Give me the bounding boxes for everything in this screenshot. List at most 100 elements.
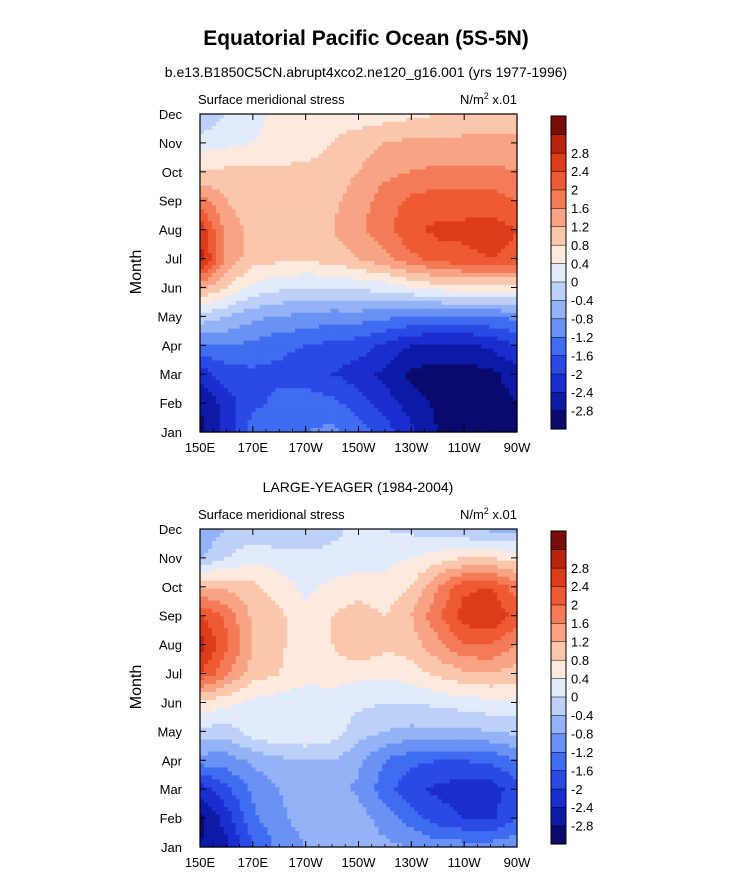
contour-cell <box>386 229 391 234</box>
contour-cell <box>314 280 320 286</box>
contour-cell <box>382 265 387 270</box>
contour-cell <box>497 292 502 298</box>
contour-cell <box>326 141 332 147</box>
contour-cell <box>390 312 395 318</box>
contour-cell <box>263 348 268 354</box>
contour-cell <box>425 189 431 195</box>
contour-cell <box>449 185 455 191</box>
contour-cell <box>207 312 213 318</box>
contour-cell <box>287 328 292 334</box>
contour-cell <box>501 312 506 318</box>
contour-cell <box>437 261 443 266</box>
contour-cell <box>461 129 467 135</box>
contour-cell <box>279 320 284 326</box>
contour-cell <box>207 197 213 203</box>
contour-cell <box>354 165 360 171</box>
contour-cell <box>287 153 292 159</box>
contour-cell <box>223 213 229 218</box>
contour-cell <box>223 292 229 298</box>
contour-cell <box>219 221 225 226</box>
contour-cell <box>366 296 371 302</box>
contour-cell <box>279 121 284 127</box>
contour-cell <box>275 129 280 135</box>
contour-cell <box>505 280 510 286</box>
contour-cell <box>203 276 209 282</box>
contour-cell <box>378 233 383 238</box>
contour-cell <box>485 245 490 250</box>
contour-cell <box>291 114 296 119</box>
contour-cell <box>437 217 443 222</box>
contour-cell <box>243 312 249 318</box>
contour-cell <box>267 241 272 246</box>
contour-cell <box>453 245 459 250</box>
contour-cell <box>247 237 253 242</box>
contour-cell <box>207 141 213 147</box>
contour-cell <box>346 185 352 191</box>
contour-cell <box>239 328 245 334</box>
contour-cell <box>243 249 249 254</box>
contour-cell <box>263 344 268 350</box>
contour-cell <box>473 288 478 294</box>
contour-cell <box>386 332 391 338</box>
contour-cell <box>200 257 205 262</box>
contour-cell <box>437 356 443 362</box>
contour-cell <box>330 117 336 123</box>
contour-cell <box>247 292 253 298</box>
contour-cell <box>370 221 375 226</box>
contour-cell <box>370 320 375 326</box>
contour-cell <box>417 121 423 127</box>
contour-cell <box>437 149 443 155</box>
contour-cell <box>413 169 419 175</box>
contour-cell <box>394 217 399 222</box>
contour-cell <box>291 209 296 214</box>
contour-cell <box>243 125 249 131</box>
contour-cell <box>425 273 431 278</box>
contour-cell <box>275 304 280 310</box>
contour-cell <box>239 237 245 242</box>
contour-cell <box>461 225 467 230</box>
contour-cell <box>283 125 288 131</box>
contour-cell <box>291 185 296 191</box>
contour-cell <box>350 332 356 338</box>
contour-cell <box>493 280 498 286</box>
contour-cell <box>378 193 383 199</box>
contour-cell <box>227 225 233 230</box>
contour-cell <box>219 360 225 366</box>
contour-cell <box>410 237 415 242</box>
contour-cell <box>505 284 510 290</box>
contour-cell <box>330 173 336 179</box>
contour-cell <box>350 185 356 191</box>
contour-cell <box>366 197 371 203</box>
contour-cell <box>461 221 467 226</box>
contour-cell <box>386 137 391 143</box>
contour-cell <box>259 249 264 254</box>
contour-cell <box>501 253 506 258</box>
contour-cell <box>489 209 494 214</box>
contour-cell <box>390 280 395 286</box>
contour-cell <box>394 165 399 171</box>
contour-cell <box>291 284 296 290</box>
contour-cell <box>322 348 328 354</box>
contour-cell <box>231 193 237 199</box>
contour-cell <box>489 129 494 135</box>
contour-cell <box>326 153 332 159</box>
contour-cell <box>259 217 264 222</box>
contour-cell <box>481 221 486 226</box>
contour-cell <box>473 161 478 167</box>
contour-cell <box>291 181 296 187</box>
contour-cell <box>493 312 498 318</box>
contour-cell <box>239 360 245 366</box>
contour-cell <box>279 269 284 274</box>
contour-cell <box>505 288 510 294</box>
contour-cell <box>211 312 217 318</box>
contour-cell <box>378 284 383 290</box>
contour-cell <box>485 193 490 199</box>
contour-cell <box>398 253 403 258</box>
contour-cell <box>219 117 225 123</box>
contour-cell <box>306 265 312 270</box>
contour-cell <box>330 276 336 282</box>
contour-cell <box>247 249 253 254</box>
contour-cell <box>481 165 486 171</box>
contour-cell <box>322 269 328 274</box>
contour-cell <box>513 340 518 346</box>
